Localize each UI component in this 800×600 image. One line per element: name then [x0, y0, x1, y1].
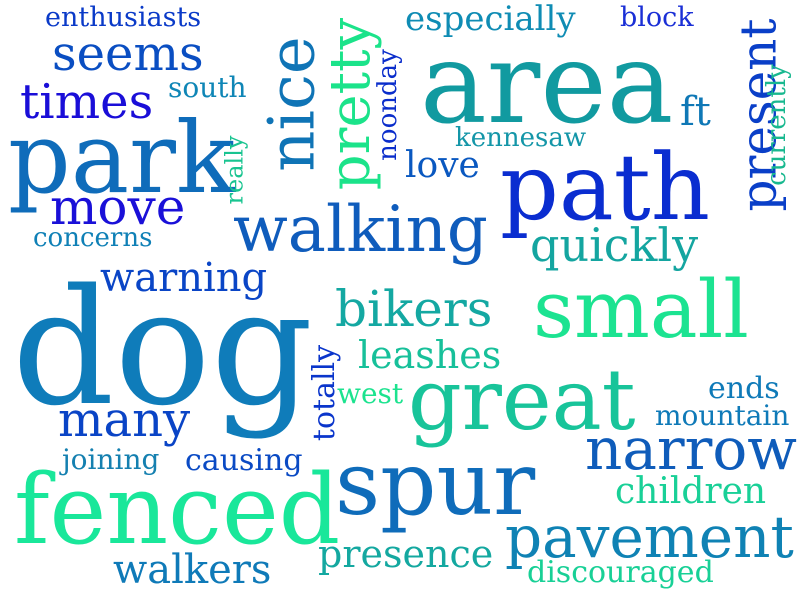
word-quickly: quickly	[530, 218, 699, 272]
word-enthusiasts: enthusiasts	[45, 2, 202, 33]
word-move: move	[50, 178, 186, 236]
word-great: great	[408, 351, 636, 449]
word-mountain: mountain	[655, 399, 790, 432]
word-small: small	[533, 263, 749, 356]
word-dog: dog	[12, 254, 314, 441]
word-currently: currently	[761, 64, 792, 186]
word-narrow: narrow	[585, 415, 797, 483]
word-ft: ft	[680, 89, 711, 135]
word-concerns: concerns	[33, 223, 153, 253]
word-many: many	[58, 392, 191, 448]
word-joining: joining	[62, 443, 160, 476]
word-noonday: noonday	[372, 49, 403, 161]
word-block: block	[620, 2, 694, 33]
word-nice: nice	[255, 36, 330, 172]
word-walking: walking	[233, 193, 488, 267]
word-love: love	[405, 145, 480, 186]
word-west: west	[337, 377, 404, 410]
word-kennesaw: kennesaw	[455, 123, 587, 153]
word-park: park	[8, 102, 236, 216]
word-spur: spur	[335, 432, 536, 535]
word-ends: ends	[708, 371, 780, 406]
word-south: south	[168, 71, 247, 104]
word-leashes: leashes	[358, 333, 502, 377]
word-path: path	[500, 134, 710, 241]
word-times: times	[20, 74, 154, 130]
word-pavement: pavement	[505, 503, 794, 571]
word-totally: totally	[307, 344, 343, 442]
word-bikers: bikers	[335, 280, 493, 338]
word-discouraged: discouraged	[527, 555, 714, 590]
word-fenced: fenced	[14, 454, 341, 566]
word-causing: causing	[185, 443, 303, 478]
word-presence: presence	[318, 532, 494, 576]
word-seems: seems	[52, 26, 204, 82]
word-pretty: pretty	[318, 17, 384, 191]
word-especially: especially	[405, 0, 576, 39]
word-walkers: walkers	[113, 547, 272, 593]
word-area: area	[420, 19, 674, 149]
word-warning: warning	[100, 255, 268, 301]
word-children: children	[615, 471, 767, 512]
